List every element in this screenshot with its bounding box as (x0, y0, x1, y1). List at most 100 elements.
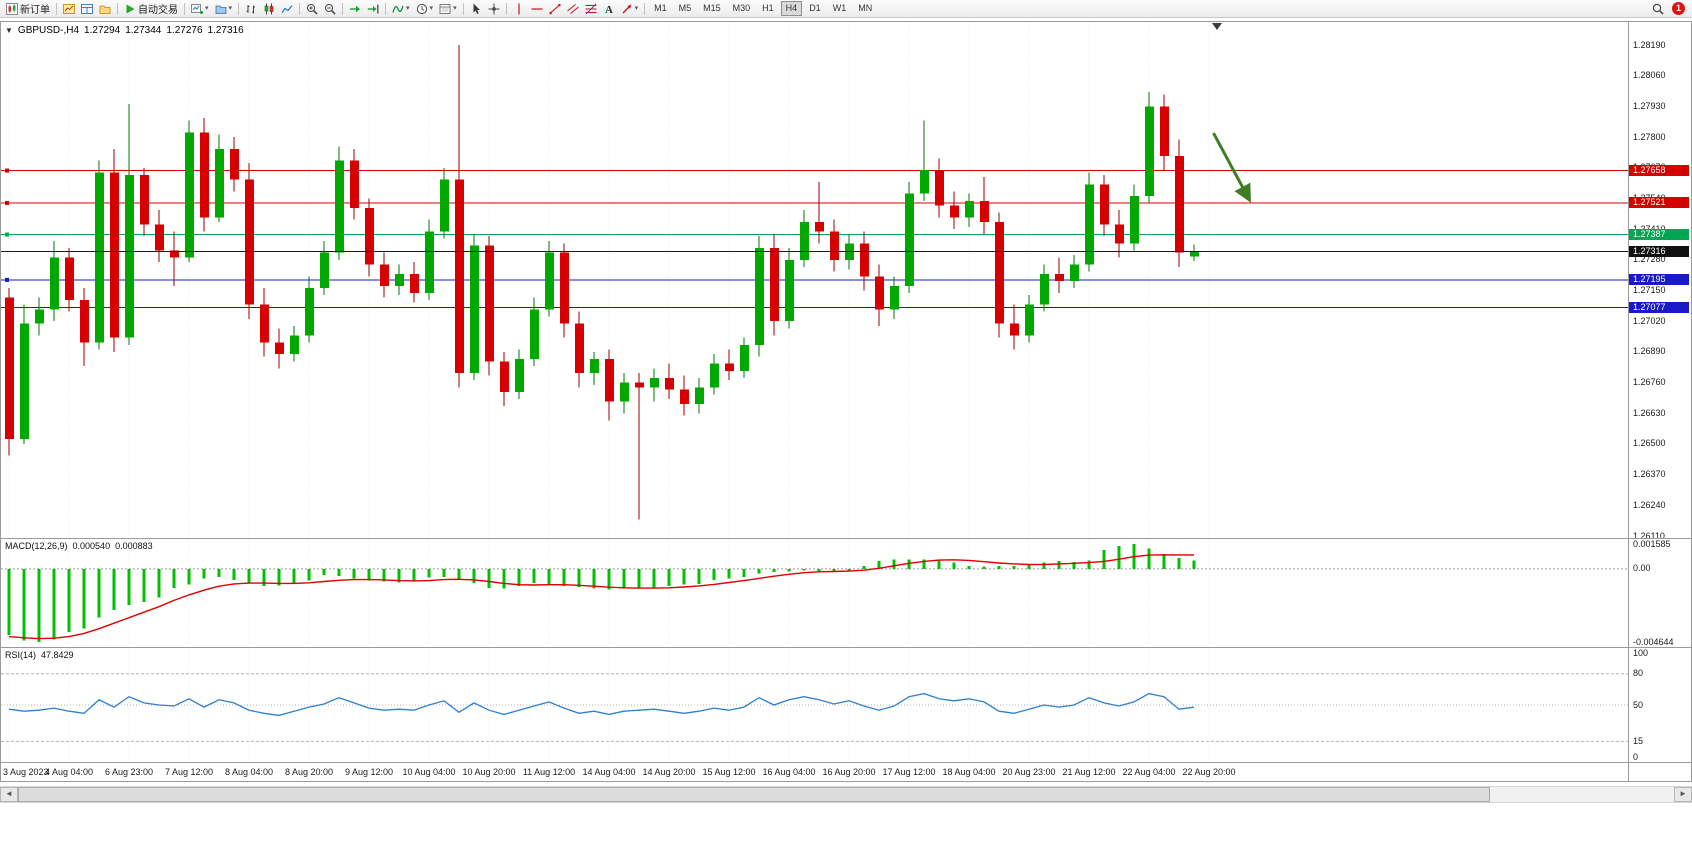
timeframe-d1[interactable]: D1 (809, 3, 821, 13)
trend-arrow-object[interactable] (1212, 132, 1251, 203)
chart-shift-button[interactable] (364, 1, 382, 16)
macd-histogram-bar (832, 568, 836, 573)
bull-candle (125, 174, 134, 338)
bull-candle (305, 288, 314, 336)
resistance-line-2-anchor[interactable] (5, 200, 9, 205)
macd-histogram-bar (97, 568, 101, 618)
bull-candle (1145, 106, 1154, 197)
macd-histogram-bar (412, 568, 416, 581)
zoom-in-button[interactable] (303, 1, 321, 16)
cursor-icon (470, 3, 482, 15)
trendline-button[interactable] (546, 1, 564, 16)
macd-histogram-bar (892, 559, 896, 569)
bull-candle (50, 257, 59, 310)
bear-candle (950, 205, 959, 218)
rsi-pane: RSI(14) 47.8429 100 80 50 15 0 (1, 647, 1691, 762)
toolbar-buttons: 新订单 自动交易 ▾ ▾ ▾ ▾ ▾ A ▾ (3, 1, 648, 16)
auto-scroll-button[interactable] (346, 1, 364, 16)
timeframe-m30[interactable]: M30 (732, 3, 751, 13)
auto-trading-button[interactable]: 自动交易 (121, 1, 181, 16)
horizontal-scrollbar[interactable]: ◄ ► (0, 786, 1692, 803)
new-chart-button[interactable]: ▾ (188, 1, 212, 16)
macd-histogram-bar (232, 568, 236, 580)
arrows-button[interactable]: ▾ (618, 1, 642, 16)
line-chart-button[interactable] (278, 1, 296, 16)
macd-histogram-bar (337, 568, 341, 577)
bull-candle (215, 148, 224, 218)
bull-candle (515, 358, 524, 393)
periods-button[interactable]: ▾ (413, 1, 437, 16)
resistance-line-1-anchor[interactable] (5, 168, 9, 173)
crosshair-button[interactable] (485, 1, 503, 16)
candlestick-chart-button[interactable] (260, 1, 278, 16)
macd-histogram-bar (802, 568, 806, 571)
rsi-line (8, 692, 1195, 717)
zoom-out-icon (324, 3, 336, 15)
scrollbar-thumb[interactable] (18, 787, 1490, 802)
macd-histogram-bar (1012, 565, 1016, 569)
bear-candle (770, 248, 779, 322)
pivot-line-anchor[interactable] (5, 232, 9, 237)
time-axis-corner (1628, 763, 1689, 781)
macd-histogram-bar (787, 568, 791, 572)
market-watch-button[interactable] (60, 1, 78, 16)
macd-histogram-bar (637, 568, 641, 588)
notification-badge[interactable]: 1 (1672, 2, 1685, 15)
chart-shift-marker[interactable] (1212, 23, 1222, 30)
macd-histogram-bar (172, 568, 176, 588)
cursor-button[interactable] (467, 1, 485, 16)
macd-histogram-bar (202, 568, 206, 579)
navigator-button[interactable] (96, 1, 114, 16)
high-value: 1.27344 (125, 25, 162, 36)
fibonacci-button[interactable] (582, 1, 600, 16)
indicators-button[interactable]: ▾ (389, 1, 413, 16)
search-button[interactable] (1649, 1, 1667, 16)
macd-histogram-bar (772, 568, 776, 573)
toolbar-separator (505, 2, 507, 15)
price-tick: 1.27930 (1633, 100, 1668, 111)
bull-candle (395, 273, 404, 286)
timeframe-h1[interactable]: H1 (762, 3, 774, 13)
macd-histogram-bar (1027, 565, 1031, 569)
timeframe-h4[interactable]: H4 (780, 1, 803, 16)
macd-histogram-bar (1147, 548, 1151, 569)
scroll-left-button[interactable]: ◄ (0, 787, 18, 802)
vertical-line-button[interactable] (510, 1, 528, 16)
macd-histogram-bar (382, 568, 386, 582)
text-button[interactable]: A (600, 1, 618, 16)
macd-histogram-bar (967, 565, 971, 569)
svg-text:A: A (605, 4, 613, 15)
bull-candle (890, 285, 899, 310)
macd-histogram-bar (652, 568, 656, 588)
bear-candle (875, 276, 884, 310)
bear-candle (860, 243, 869, 277)
rsi-value: 47.8429 (41, 650, 74, 660)
equidistant-channel-button[interactable] (564, 1, 582, 16)
bar-chart-button[interactable] (242, 1, 260, 16)
scroll-right-button[interactable]: ► (1674, 787, 1692, 802)
data-window-button[interactable] (78, 1, 96, 16)
timeframe-w1[interactable]: W1 (832, 3, 847, 13)
time-label: 14 Aug 20:00 (642, 767, 696, 777)
bear-candle (1115, 224, 1124, 244)
timeframe-mn[interactable]: MN (858, 3, 873, 13)
timeframe-m5[interactable]: M5 (678, 3, 692, 13)
new-order-button[interactable]: 新订单 (3, 1, 53, 16)
timeframe-m15[interactable]: M15 (703, 3, 721, 13)
new-order-button-label: 新订单 (20, 5, 50, 16)
time-label: 18 Aug 04:00 (942, 767, 996, 777)
timeframe-m1[interactable]: M1 (654, 3, 667, 13)
bear-candle (5, 297, 14, 440)
support-line-1-anchor[interactable] (5, 277, 9, 282)
rsi-scale: 100 80 50 15 0 (1628, 648, 1689, 762)
templates-button[interactable]: ▾ (436, 1, 460, 16)
macd-histogram-bar (1192, 560, 1196, 569)
horizontal-line-button[interactable] (528, 1, 546, 16)
macd-tick: 0.00 (1633, 563, 1653, 574)
zoom-out-button[interactable] (321, 1, 339, 16)
candles-icon (263, 3, 275, 15)
profiles-button[interactable]: ▾ (212, 1, 236, 16)
one-click-trading-toggle[interactable]: ▼ (5, 26, 13, 35)
bull-candle (755, 248, 764, 345)
time-label: 7 Aug 12:00 (164, 767, 214, 777)
